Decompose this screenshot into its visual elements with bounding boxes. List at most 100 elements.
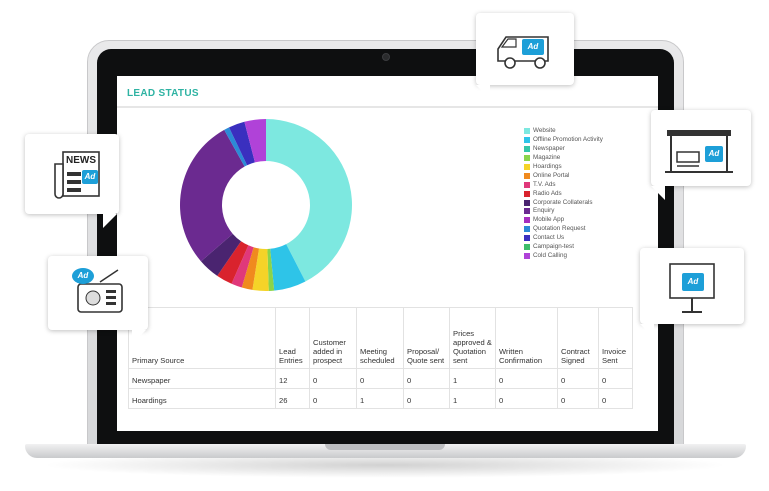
ad-tag: Ad <box>705 146 723 162</box>
donut-slice-radio-ads[interactable] <box>217 241 249 284</box>
legend-label: Cold Calling <box>533 251 567 259</box>
table-cell: 0 <box>598 388 633 409</box>
legend-item[interactable]: Online Portal <box>524 171 603 180</box>
column-header[interactable]: Contract Signed <box>557 307 599 369</box>
table-cell: Hoardings <box>128 388 276 409</box>
van-ad-bubble: Ad <box>476 13 574 99</box>
legend-label: Website <box>533 127 556 135</box>
table-header-row: Primary Source Lead Entries Customer add… <box>128 307 633 369</box>
legend-swatch <box>524 128 530 135</box>
legend-item[interactable]: Magazine <box>524 154 603 163</box>
billboard-ad-bubble: Ad <box>640 248 744 338</box>
legend-label: Radio Ads <box>533 189 562 197</box>
donut-slice-online-portal[interactable] <box>241 247 260 290</box>
lead-status-donut-chart <box>180 119 352 291</box>
ad-tag: Ad <box>522 39 544 55</box>
legend-swatch <box>524 226 530 233</box>
legend-item[interactable]: Contact Us <box>524 234 603 243</box>
legend-label: Hoardings <box>533 163 562 170</box>
table-cell: 1 <box>449 368 496 389</box>
legend-swatch <box>524 146 530 153</box>
legend-item[interactable]: Website <box>524 127 603 136</box>
legend-label: T.V. Ads <box>533 180 556 188</box>
newspaper-ad-bubble: NEWS Ad <box>25 134 119 228</box>
legend-item[interactable]: Newspaper <box>524 145 603 154</box>
chart-legend: Website Offline Promotion Activity Newspap… <box>524 127 603 260</box>
column-header[interactable]: Customer added in prospect <box>309 307 357 369</box>
panel-title: LEAD STATUS <box>127 88 199 99</box>
table-cell: 0 <box>356 368 404 389</box>
camera-icon <box>382 53 390 61</box>
legend-label: Magazine <box>533 154 561 162</box>
bus-stop-ad-bubble: Ad <box>651 110 751 200</box>
donut-slice-quotation-request[interactable] <box>224 127 248 167</box>
radio-icon <box>77 269 123 313</box>
table-cell: 0 <box>403 368 450 389</box>
column-header[interactable]: Primary Source <box>128 307 276 369</box>
app-screen: LEAD STATUS Website Offline Promotion Act… <box>117 76 658 431</box>
table-cell: 0 <box>598 368 633 389</box>
legend-item[interactable]: T.V. Ads <box>524 180 603 189</box>
legend-swatch <box>524 172 530 179</box>
table-cell: 0 <box>309 388 357 409</box>
legend-swatch <box>524 235 530 242</box>
legend-label: Mobile App <box>533 216 565 224</box>
column-header[interactable]: Meeting scheduled <box>356 307 404 369</box>
table-cell: 0 <box>557 368 599 389</box>
legend-item[interactable]: Offline Promotion Activity <box>524 136 603 145</box>
column-header[interactable]: Written Confirmation <box>495 307 558 369</box>
laptop-notch <box>325 444 445 450</box>
table-cell: 0 <box>495 368 558 389</box>
donut-slice-cold-calling[interactable] <box>244 119 266 163</box>
ad-tag: Ad <box>72 268 94 284</box>
newspaper-icon <box>54 151 100 199</box>
legend-item[interactable]: Radio Ads <box>524 189 603 198</box>
lead-status-table: Primary Source Lead Entries Customer add… <box>128 307 633 409</box>
table-row[interactable]: Hoardings 26 0 1 0 1 0 0 0 <box>128 388 633 409</box>
table-cell: 0 <box>557 388 599 409</box>
column-header[interactable]: Proposal/ Quote sent <box>403 307 450 369</box>
donut-slice-offline-promotion-activity[interactable] <box>270 244 306 291</box>
legend-label: Newspaper <box>533 145 565 153</box>
table-cell: 0 <box>309 368 357 389</box>
legend-swatch <box>524 181 530 188</box>
legend-swatch <box>524 199 530 206</box>
column-header[interactable]: Invoice Sent <box>598 307 633 369</box>
table-cell: Newspaper <box>128 368 276 389</box>
legend-label: Offline Promotion Activity <box>533 136 603 144</box>
donut-slice-hoardings[interactable] <box>252 248 269 291</box>
donut-slice-website[interactable] <box>266 119 352 282</box>
column-header[interactable]: Prices approved & Quotation sent <box>449 307 496 369</box>
laptop-base <box>25 444 746 458</box>
table-cell: 26 <box>275 388 310 409</box>
table-cell: 12 <box>275 368 310 389</box>
legend-label: Online Portal <box>533 171 570 179</box>
legend-label: Contact Us <box>533 234 565 242</box>
donut-slice-magazine[interactable] <box>267 248 275 291</box>
donut-slice-corporate-collaterals[interactable] <box>201 233 242 276</box>
legend-item[interactable]: Hoardings <box>524 163 603 172</box>
legend-swatch <box>524 217 530 224</box>
legend-item[interactable]: Cold Calling <box>524 251 603 260</box>
legend-item[interactable]: Campaign-test <box>524 243 603 252</box>
legend-item[interactable]: Enquiry <box>524 207 603 216</box>
table-cell: 0 <box>495 388 558 409</box>
column-header[interactable]: Lead Entries <box>275 307 310 369</box>
legend-swatch <box>524 244 530 251</box>
table-row[interactable]: Newspaper 12 0 0 0 1 0 0 0 <box>128 368 633 389</box>
ad-tag: Ad <box>682 273 704 291</box>
ad-tag: Ad <box>82 170 98 184</box>
legend-item[interactable]: Quotation Request <box>524 225 603 234</box>
legend-label: Quotation Request <box>533 225 586 233</box>
legend-label: Campaign-test <box>533 243 574 251</box>
legend-swatch <box>524 164 530 170</box>
donut-slice-contact-us[interactable] <box>229 121 255 166</box>
legend-swatch <box>524 252 530 259</box>
donut-slice-enquiry[interactable] <box>180 129 245 262</box>
legend-item[interactable]: Mobile App <box>524 216 603 225</box>
donut-slice-t-v-ads[interactable] <box>231 245 254 288</box>
legend-swatch <box>524 155 530 162</box>
table-cell: 1 <box>449 388 496 409</box>
legend-label: Corporate Collaterals <box>533 198 593 206</box>
legend-item[interactable]: Corporate Collaterals <box>524 198 603 207</box>
